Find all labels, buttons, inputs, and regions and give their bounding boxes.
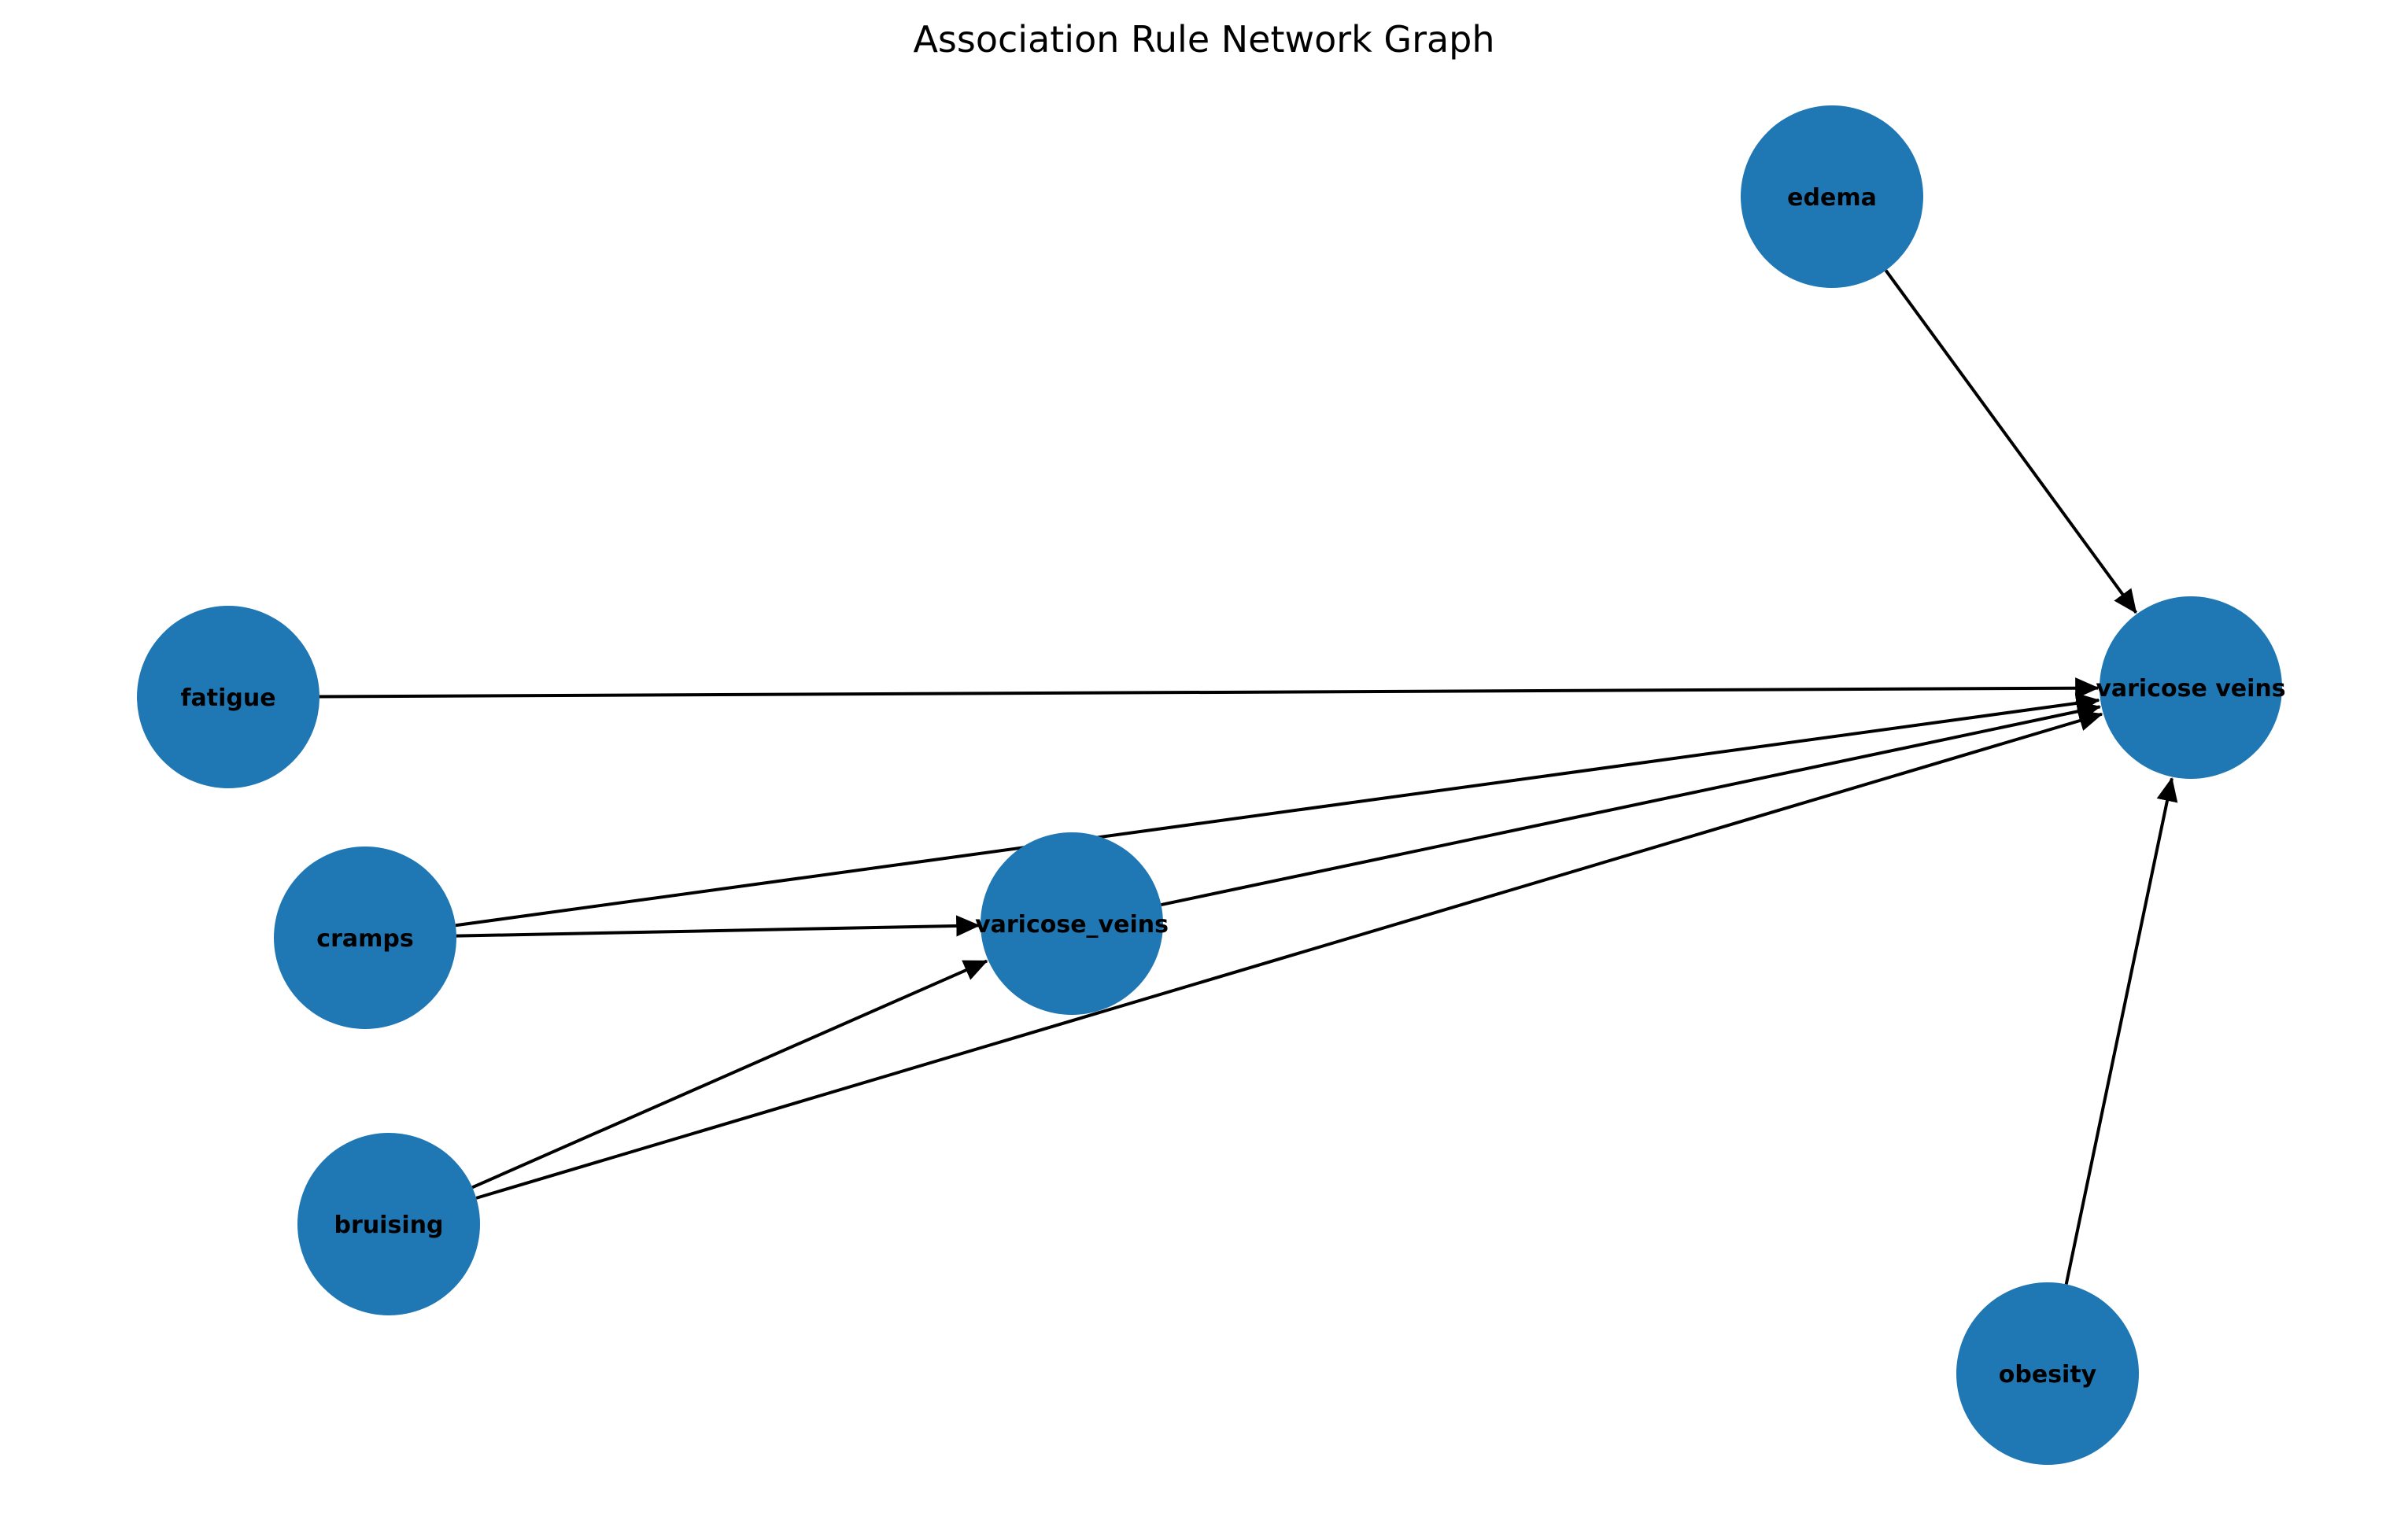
node-circle xyxy=(1741,105,1923,288)
node-circle xyxy=(297,1133,480,1315)
node-label: obesity xyxy=(1999,1361,2097,1389)
node-label: edema xyxy=(1787,184,1877,212)
node-obesity: obesity xyxy=(1956,1282,2139,1465)
node-circle xyxy=(137,606,319,788)
node-label: varicose veins xyxy=(2096,675,2285,703)
node-circle xyxy=(274,847,456,1029)
edge-bruising-to-varicose_underscore xyxy=(471,959,988,1190)
edge-varicose_underscore-to-varicose_space xyxy=(1161,700,2102,907)
node-circle xyxy=(981,832,1163,1015)
node-circle xyxy=(2100,596,2282,779)
edge-cramps-to-varicose_space xyxy=(455,692,2100,928)
node-label: bruising xyxy=(334,1212,444,1239)
edge-cramps-to-varicose_underscore xyxy=(456,915,981,938)
node-fatigue: fatigue xyxy=(137,606,319,788)
graph-title: Association Rule Network Graph xyxy=(913,18,1494,61)
edge-obesity-to-varicose_space xyxy=(2064,776,2178,1285)
edge-edema-to-varicose_space xyxy=(1884,269,2137,614)
node-varicose_space: varicose veins xyxy=(2096,596,2286,779)
node-edema: edema xyxy=(1741,105,1923,288)
node-label: fatigue xyxy=(180,684,275,712)
node-circle xyxy=(1956,1282,2139,1465)
edges-layer xyxy=(319,269,2178,1285)
edge-fatigue-to-varicose_space xyxy=(319,677,2100,699)
node-varicose_underscore: varicose_veins xyxy=(975,832,1169,1015)
node-label: varicose_veins xyxy=(975,911,1169,939)
node-bruising: bruising xyxy=(297,1133,480,1315)
edge-bruising-to-varicose_space xyxy=(475,710,2103,1200)
nodes-layer: edema varicose veins fatigue cramps varicose… xyxy=(137,105,2286,1465)
node-cramps: cramps xyxy=(274,847,456,1029)
node-label: cramps xyxy=(316,925,413,953)
